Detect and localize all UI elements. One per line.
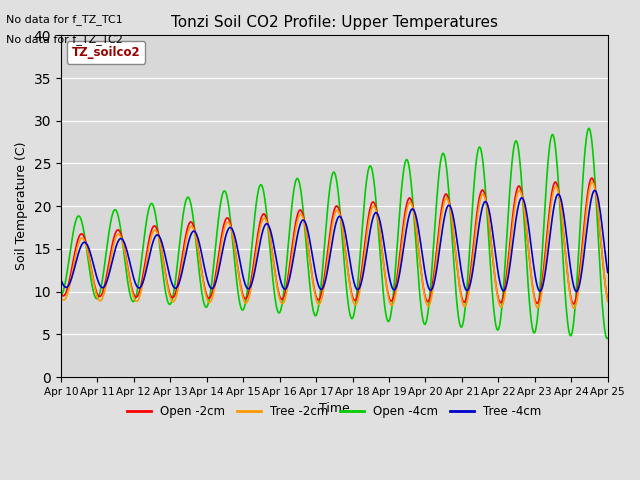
Tree -2cm (588, 180, 596, 185)
X-axis label: Time: Time (319, 402, 349, 415)
Open -4cm (57, 293, 65, 299)
Tree -2cm (493, 291, 501, 297)
Line: Open -2cm: Open -2cm (61, 178, 608, 304)
Open -2cm (571, 300, 579, 305)
Open -2cm (350, 297, 358, 303)
Line: Open -4cm: Open -4cm (61, 128, 608, 338)
Tree -2cm (556, 194, 563, 200)
Open -2cm (570, 301, 577, 307)
Tree -4cm (57, 276, 65, 282)
Open -4cm (604, 335, 612, 341)
Tree -4cm (493, 263, 501, 268)
Tree -2cm (362, 241, 370, 247)
Tree -4cm (573, 288, 580, 294)
Open -2cm (588, 175, 596, 181)
Tree -4cm (362, 255, 370, 261)
Legend: Open -2cm, Tree -2cm, Open -4cm, Tree -4cm: Open -2cm, Tree -2cm, Open -4cm, Tree -4… (122, 400, 546, 422)
Text: No data for f_TZ_TC2: No data for f_TZ_TC2 (6, 34, 124, 45)
Open -2cm (362, 233, 370, 239)
Tree -4cm (591, 188, 598, 193)
Open -4cm (604, 336, 611, 341)
Line: Tree -4cm: Tree -4cm (61, 191, 608, 291)
Text: No data for f_TZ_TC1: No data for f_TZ_TC1 (6, 14, 123, 25)
Open -4cm (362, 184, 370, 190)
Tree -2cm (350, 300, 358, 306)
Tree -2cm (571, 305, 579, 311)
Y-axis label: Soil Temperature (C): Soil Temperature (C) (15, 142, 28, 270)
Tree -4cm (556, 192, 563, 198)
Open -2cm (556, 193, 563, 199)
Line: Tree -2cm: Tree -2cm (61, 182, 608, 308)
Tree -2cm (57, 294, 65, 300)
Open -2cm (209, 285, 217, 290)
Open -2cm (604, 297, 612, 302)
Title: Tonzi Soil CO2 Profile: Upper Temperatures: Tonzi Soil CO2 Profile: Upper Temperatur… (171, 15, 498, 30)
Open -4cm (571, 311, 579, 317)
Open -4cm (493, 326, 501, 332)
Open -4cm (350, 312, 358, 317)
Open -4cm (556, 194, 563, 200)
Tree -4cm (350, 279, 358, 285)
Tree -4cm (209, 285, 217, 290)
Tree -4cm (604, 270, 612, 276)
Open -2cm (493, 289, 501, 295)
Tree -2cm (570, 305, 578, 311)
Open -4cm (585, 125, 593, 131)
Tree -4cm (571, 286, 579, 292)
Tree -2cm (604, 299, 612, 305)
Open -2cm (57, 291, 65, 297)
Tree -2cm (209, 291, 217, 297)
Open -4cm (209, 265, 217, 271)
